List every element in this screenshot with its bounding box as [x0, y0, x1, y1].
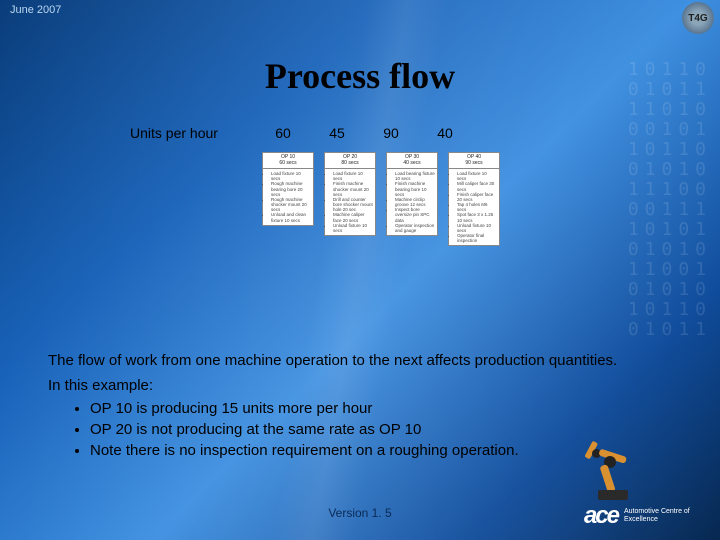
- op-head-line2: 40 secs: [389, 161, 435, 167]
- op-item: Load fixture 10 secs: [333, 171, 373, 181]
- op-item: Inspect bore oversize pin SPC data: [395, 207, 435, 223]
- op-header: OP 40 90 secs: [448, 152, 500, 169]
- op-item: Unload fixture 10 secs: [457, 223, 497, 233]
- op-item: Rough machine bearing bore 20 secs: [271, 181, 311, 197]
- op-item: Load fixture 10 secs: [271, 171, 311, 181]
- bottom-logo-mark: ace: [584, 502, 618, 530]
- op-item: Load fixture 10 secs: [457, 171, 497, 181]
- uph-value: 90: [378, 125, 404, 141]
- body-para2: In this example:: [48, 375, 672, 396]
- operations-row: OP 10 60 secs Load fixture 10 secs Rough…: [262, 152, 500, 246]
- op-item: Unload and clean fixture 10 secs: [271, 212, 311, 222]
- op-list: Load bearing fixture 10 secs Finish mach…: [386, 169, 438, 236]
- op-list: Load fixture 10 secs Finish machine shoc…: [324, 169, 376, 236]
- uph-value: 45: [324, 125, 350, 141]
- body-para1: The flow of work from one machine operat…: [48, 352, 617, 369]
- op-column: OP 40 90 secs Load fixture 10 secs Mill …: [448, 152, 500, 246]
- op-item: Mill caliper face 30 secs: [457, 181, 497, 191]
- page-title: Process flow: [0, 55, 720, 97]
- op-list: Load fixture 10 secs Mill caliper face 3…: [448, 169, 500, 246]
- op-head-line2: 90 secs: [451, 161, 497, 167]
- op-item: Finish machine bearing bore 10 secs: [395, 181, 435, 197]
- op-item: Machine caliper face 20 secs: [333, 212, 373, 222]
- op-item: Operator inspection and gauge: [395, 223, 435, 233]
- header-date: June 2007: [10, 4, 61, 16]
- body-text: The flow of work from one machine operat…: [48, 350, 672, 461]
- op-item: Rough machine shocker mount 20 secs: [271, 197, 311, 213]
- op-head-line2: 80 secs: [327, 161, 373, 167]
- units-per-hour-values: 60 45 90 40: [270, 125, 458, 141]
- op-item: Tap 4 holes M6 secs: [457, 202, 497, 212]
- units-per-hour-label: Units per hour: [130, 125, 218, 141]
- op-item: Operator final inspection: [457, 233, 497, 243]
- op-item: Unload fixture 10 secs: [333, 223, 373, 233]
- uph-value: 60: [270, 125, 296, 141]
- body-bullet: OP 10 is producing 15 units more per hou…: [90, 398, 672, 419]
- op-item: Machine circlip groove 12 secs: [395, 197, 435, 207]
- uph-value: 40: [432, 125, 458, 141]
- robot-icon: [580, 430, 650, 500]
- op-header: OP 10 60 secs: [262, 152, 314, 169]
- bottom-logo: ace Automotive Centre of Excellence: [584, 502, 704, 530]
- bottom-logo-text: Automotive Centre of Excellence: [624, 508, 704, 523]
- op-item: Load bearing fixture 10 secs: [395, 171, 435, 181]
- op-head-line2: 60 secs: [265, 161, 311, 167]
- op-column: OP 10 60 secs Load fixture 10 secs Rough…: [262, 152, 314, 246]
- op-column: OP 20 80 secs Load fixture 10 secs Finis…: [324, 152, 376, 246]
- op-header: OP 20 80 secs: [324, 152, 376, 169]
- op-item: Drill and counter bore shocker mount hol…: [333, 197, 373, 213]
- op-column: OP 30 40 secs Load bearing fixture 10 se…: [386, 152, 438, 246]
- top-logo: T4G: [682, 2, 714, 34]
- op-item: Finish machine shocker mount 20 secs: [333, 181, 373, 197]
- op-list: Load fixture 10 secs Rough machine beari…: [262, 169, 314, 226]
- op-item: Finish caliper face 20 secs: [457, 192, 497, 202]
- op-header: OP 30 40 secs: [386, 152, 438, 169]
- op-item: Spot face 3 x 1.25 10 secs: [457, 212, 497, 222]
